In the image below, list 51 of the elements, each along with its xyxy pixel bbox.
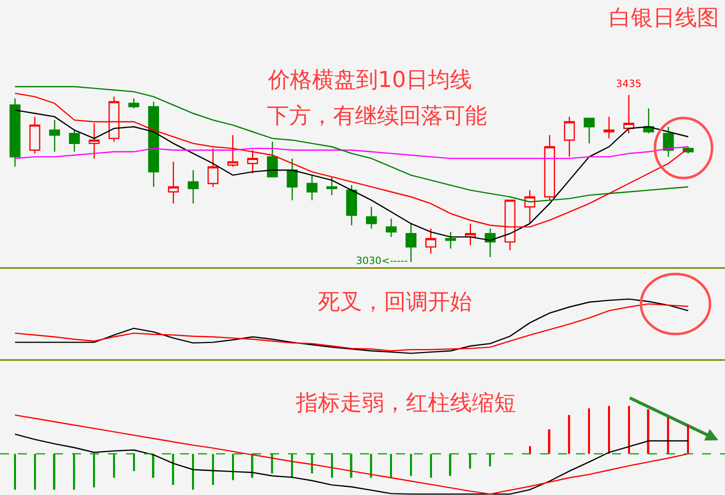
candlestick — [49, 119, 60, 152]
chart-title: 白银日线图 — [609, 6, 719, 31]
candlestick — [108, 96, 120, 142]
candlestick — [286, 158, 298, 201]
candlestick — [266, 141, 278, 178]
candlestick — [662, 126, 674, 158]
candlestick — [584, 118, 595, 144]
bar — [647, 409, 650, 454]
candlestick — [10, 98, 20, 168]
candlestick — [564, 116, 575, 158]
bar — [687, 424, 689, 454]
bar — [568, 415, 570, 454]
annotation: 指标走弱，红柱线缩短 — [295, 391, 516, 416]
candlestick — [29, 116, 40, 154]
candlestick — [623, 94, 634, 134]
text: 价格横盘到10日均线 — [267, 68, 472, 93]
annotation: 死叉，回调开始 — [318, 290, 472, 315]
candlestick — [425, 228, 436, 254]
candlestick — [524, 190, 536, 224]
candlestick — [247, 150, 258, 174]
bar — [628, 406, 630, 454]
candlestick — [386, 218, 397, 238]
candlestick — [544, 134, 556, 201]
bar — [192, 454, 194, 490]
bar — [14, 454, 16, 490]
candlestick — [406, 222, 416, 263]
bar — [667, 417, 670, 454]
bar — [608, 406, 610, 454]
candlestick — [227, 134, 238, 168]
annotation: 下方，有继续回落可能 — [267, 104, 487, 129]
candlestick — [484, 228, 496, 258]
bar — [410, 454, 412, 476]
candlestick — [604, 116, 614, 140]
bar — [588, 408, 590, 454]
candlestick — [346, 184, 358, 226]
candlestick — [168, 161, 179, 204]
candlestick — [208, 148, 218, 188]
bar — [212, 454, 214, 485]
bar — [548, 429, 550, 454]
candlestick — [128, 98, 140, 109]
candlestick — [326, 176, 338, 196]
candlestick — [366, 206, 377, 230]
candlestick — [88, 122, 100, 160]
bar — [390, 454, 392, 478]
annotation: 3030<----- — [356, 256, 408, 267]
candlestick — [306, 174, 318, 201]
candlestick — [188, 170, 199, 204]
candlestick — [68, 129, 80, 152]
candlestick — [148, 101, 160, 188]
text: 3435 — [616, 79, 642, 90]
candlestick — [445, 231, 456, 250]
